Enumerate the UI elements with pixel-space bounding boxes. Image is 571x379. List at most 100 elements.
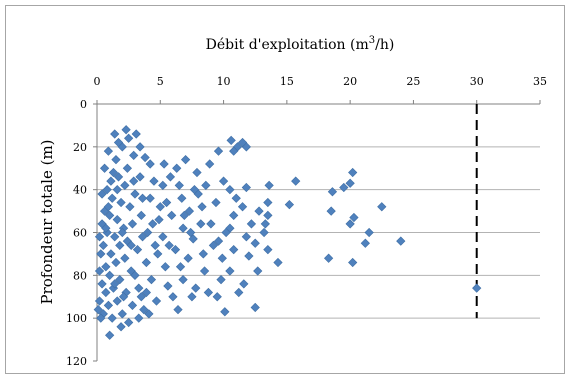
data-point [254, 206, 264, 216]
data-point [364, 227, 374, 238]
data-point [126, 240, 136, 250]
data-point [149, 176, 159, 186]
data-point [94, 232, 105, 242]
data-point [130, 270, 140, 280]
data-point [146, 274, 157, 285]
data-point [360, 238, 370, 248]
data-point [106, 249, 116, 259]
data-point [116, 322, 126, 332]
x-tick-label-30: 30 [470, 75, 484, 88]
data-point [135, 142, 145, 152]
data-point [217, 253, 227, 263]
x-tick-label-35: 35 [533, 75, 547, 88]
data-point [239, 279, 249, 289]
data-point [125, 202, 135, 212]
data-point [273, 257, 283, 268]
data-point [198, 249, 208, 259]
data-point [113, 137, 124, 148]
data-point [225, 185, 235, 195]
data-point [136, 292, 146, 302]
y-tick-label-120: 120 [66, 355, 87, 368]
data-point [241, 182, 251, 193]
data-point [117, 309, 127, 319]
data-point [121, 125, 131, 135]
data-point [326, 206, 336, 216]
data-point [327, 187, 338, 197]
data-point [263, 197, 273, 208]
data-point [103, 300, 114, 310]
data-point [206, 219, 216, 229]
data-point [226, 135, 236, 146]
data-point [187, 292, 197, 302]
x-tick-label-25: 25 [406, 75, 420, 88]
data-point [205, 159, 215, 169]
y-tick-label-60: 60 [73, 227, 87, 240]
data-point [143, 227, 153, 238]
data-point [159, 159, 169, 169]
data-point [102, 185, 112, 195]
data-point [134, 313, 144, 323]
data-point [139, 304, 149, 315]
data-point [97, 189, 107, 199]
data-point [180, 155, 191, 165]
data-point [137, 193, 148, 203]
data-point [324, 253, 334, 263]
data-point [178, 223, 188, 233]
scatter-plot: 0 5 10 15 20 25 30 35 0 20 40 60 80 100 120 Débit d'ex… [38, 35, 547, 368]
data-point [189, 185, 200, 195]
data-point [111, 155, 121, 165]
data-point [165, 172, 176, 182]
data-point [103, 146, 114, 156]
data-point [177, 193, 187, 203]
x-tick-label-20: 20 [343, 75, 357, 88]
data-point [212, 292, 222, 302]
data-point [113, 172, 124, 182]
data-point [155, 202, 165, 212]
data-point [94, 296, 105, 306]
data-point [98, 240, 108, 250]
data-point [163, 281, 173, 291]
data-point [116, 197, 126, 208]
data-point [244, 251, 254, 261]
data-point [158, 232, 168, 242]
data-point [96, 249, 106, 259]
data-point [101, 223, 111, 233]
data-point [218, 176, 229, 186]
data-point [264, 180, 274, 191]
data-point [284, 200, 295, 210]
data-point [145, 159, 155, 169]
data-point [132, 245, 143, 255]
data-point [184, 206, 195, 216]
data-point [97, 279, 107, 289]
data-point [130, 189, 140, 199]
data-point [345, 219, 355, 229]
data-point [111, 257, 121, 268]
data-point [108, 167, 119, 178]
data-point [160, 262, 170, 272]
data-point [127, 300, 138, 310]
data-point [196, 219, 206, 229]
data-point [348, 257, 358, 268]
data-point [101, 262, 111, 272]
chart-area: 0 5 10 15 20 25 30 35 0 20 40 60 80 100 120 Débit d'ex… [5, 5, 565, 374]
data-point [174, 180, 184, 191]
data-point [191, 283, 201, 293]
data-point [112, 185, 122, 195]
data-point [124, 317, 134, 328]
x-axis-title: Débit d'exploitation (m3/h) [206, 35, 395, 53]
data-point [140, 152, 150, 163]
data-point [234, 287, 244, 298]
y-tick-label-0: 0 [80, 98, 87, 111]
data-point [105, 330, 115, 340]
data-point [229, 146, 239, 156]
data-point [115, 240, 125, 250]
data-point [197, 202, 207, 212]
data-point [107, 313, 117, 323]
data-point [145, 193, 155, 203]
data-point [259, 227, 269, 238]
data-point [120, 180, 130, 191]
data-point [260, 219, 270, 229]
data-point [213, 236, 224, 246]
x-tick-label-15: 15 [280, 75, 294, 88]
y-tick-label-20: 20 [73, 141, 87, 154]
